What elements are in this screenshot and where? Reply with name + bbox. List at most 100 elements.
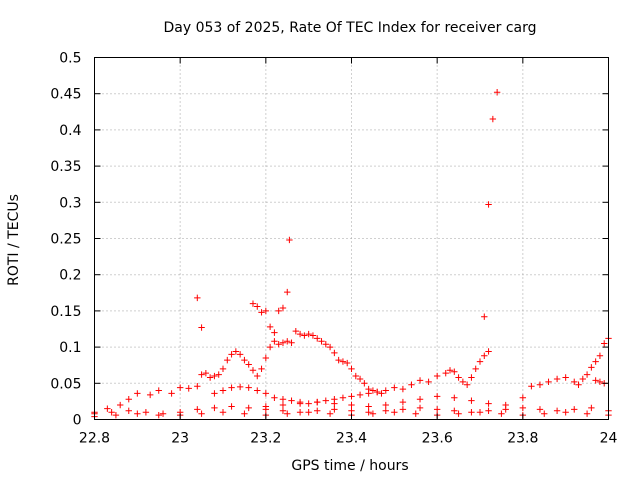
data-point <box>485 201 492 208</box>
data-point <box>536 381 544 388</box>
data-point <box>433 393 441 400</box>
data-point <box>485 400 492 407</box>
data-point <box>322 397 329 404</box>
x-tick-label: 23 <box>171 431 189 447</box>
data-point <box>601 340 608 347</box>
y-tick-label: 0.4 <box>59 123 81 139</box>
y-tick-label: 0.2 <box>59 268 81 284</box>
data-point <box>326 343 334 351</box>
y-axis-tick-labels: 0 0.05 0.1 0.15 0.2 0.25 0.3 0.35 0.4 0.45 0.5 <box>50 51 81 429</box>
data-point <box>446 367 454 374</box>
data-point <box>528 382 535 390</box>
data-point <box>571 378 578 386</box>
data-point <box>241 410 248 417</box>
data-point <box>451 394 458 401</box>
data-point <box>519 394 527 401</box>
series-sat-d <box>91 403 612 417</box>
y-tick-label: 0.1 <box>59 340 81 356</box>
data-point <box>125 396 132 403</box>
data-point <box>314 398 321 406</box>
data-point <box>168 390 175 397</box>
data-point <box>468 397 475 404</box>
data-point <box>125 407 132 415</box>
data-point <box>254 372 261 380</box>
data-point <box>408 381 415 388</box>
data-point <box>296 400 304 407</box>
data-point <box>498 410 505 417</box>
data-point <box>442 369 449 377</box>
y-tick-label: 0 <box>73 413 82 429</box>
data-point <box>104 405 111 412</box>
data-point <box>284 288 291 296</box>
data-point <box>361 380 368 387</box>
data-point <box>553 407 561 415</box>
x-axis-label: GPS time / hours <box>291 458 408 474</box>
data-point <box>236 383 244 391</box>
data-point <box>335 356 342 364</box>
data-point <box>433 406 441 413</box>
data-point <box>575 381 582 388</box>
data-point <box>219 365 227 373</box>
data-point <box>266 323 274 331</box>
data-point <box>348 401 355 409</box>
data-point <box>468 409 475 416</box>
chart-title: Day 053 of 2025, Rate Of TEC Index for r… <box>163 20 536 36</box>
data-point <box>519 404 527 412</box>
data-point <box>262 354 270 362</box>
data-point <box>356 391 364 399</box>
grid-lines <box>94 57 609 420</box>
data-point <box>455 374 462 381</box>
data-point <box>588 404 595 412</box>
data-point <box>176 384 184 391</box>
data-point <box>365 409 372 416</box>
data-point <box>322 341 329 348</box>
data-point <box>583 410 591 417</box>
data-point <box>117 401 124 409</box>
data-point <box>271 329 278 336</box>
data-point <box>286 236 293 244</box>
data-point <box>245 384 252 391</box>
data-point <box>352 372 359 380</box>
y-tick-label: 0.3 <box>59 195 81 211</box>
data-point <box>382 407 389 415</box>
data-point <box>489 115 497 123</box>
y-tick-label: 0.45 <box>50 87 81 103</box>
data-point <box>339 358 347 365</box>
x-tick-label: 23.2 <box>250 431 281 447</box>
data-point <box>481 313 488 320</box>
axis-ticks <box>94 57 609 420</box>
data-point <box>211 390 218 397</box>
data-point <box>314 407 321 415</box>
data-point <box>224 356 231 364</box>
data-point <box>502 406 509 413</box>
data-point <box>134 410 141 417</box>
data-point <box>592 377 599 384</box>
data-point <box>468 374 475 381</box>
y-tick-label: 0.05 <box>50 376 81 392</box>
data-point <box>493 89 501 96</box>
data-point <box>399 385 407 393</box>
data-point <box>596 378 604 386</box>
data-point <box>155 387 162 394</box>
data-point <box>266 343 274 351</box>
data-point <box>326 410 334 417</box>
data-point <box>382 387 389 394</box>
x-tick-label: 24 <box>600 431 618 447</box>
data-point <box>292 327 300 335</box>
data-point <box>249 300 257 307</box>
data-point <box>545 378 552 386</box>
data-point <box>228 351 235 358</box>
data-point <box>399 398 407 406</box>
data-point <box>288 339 295 346</box>
data-point <box>365 390 372 397</box>
data-point <box>279 304 287 312</box>
data-point <box>314 335 321 342</box>
data-point <box>416 404 424 412</box>
data-point <box>391 409 398 416</box>
data-point <box>254 303 261 310</box>
data-point <box>481 352 488 359</box>
data-point <box>194 294 201 302</box>
data-point <box>254 387 261 394</box>
data-point <box>245 361 252 368</box>
data-point <box>476 409 484 416</box>
